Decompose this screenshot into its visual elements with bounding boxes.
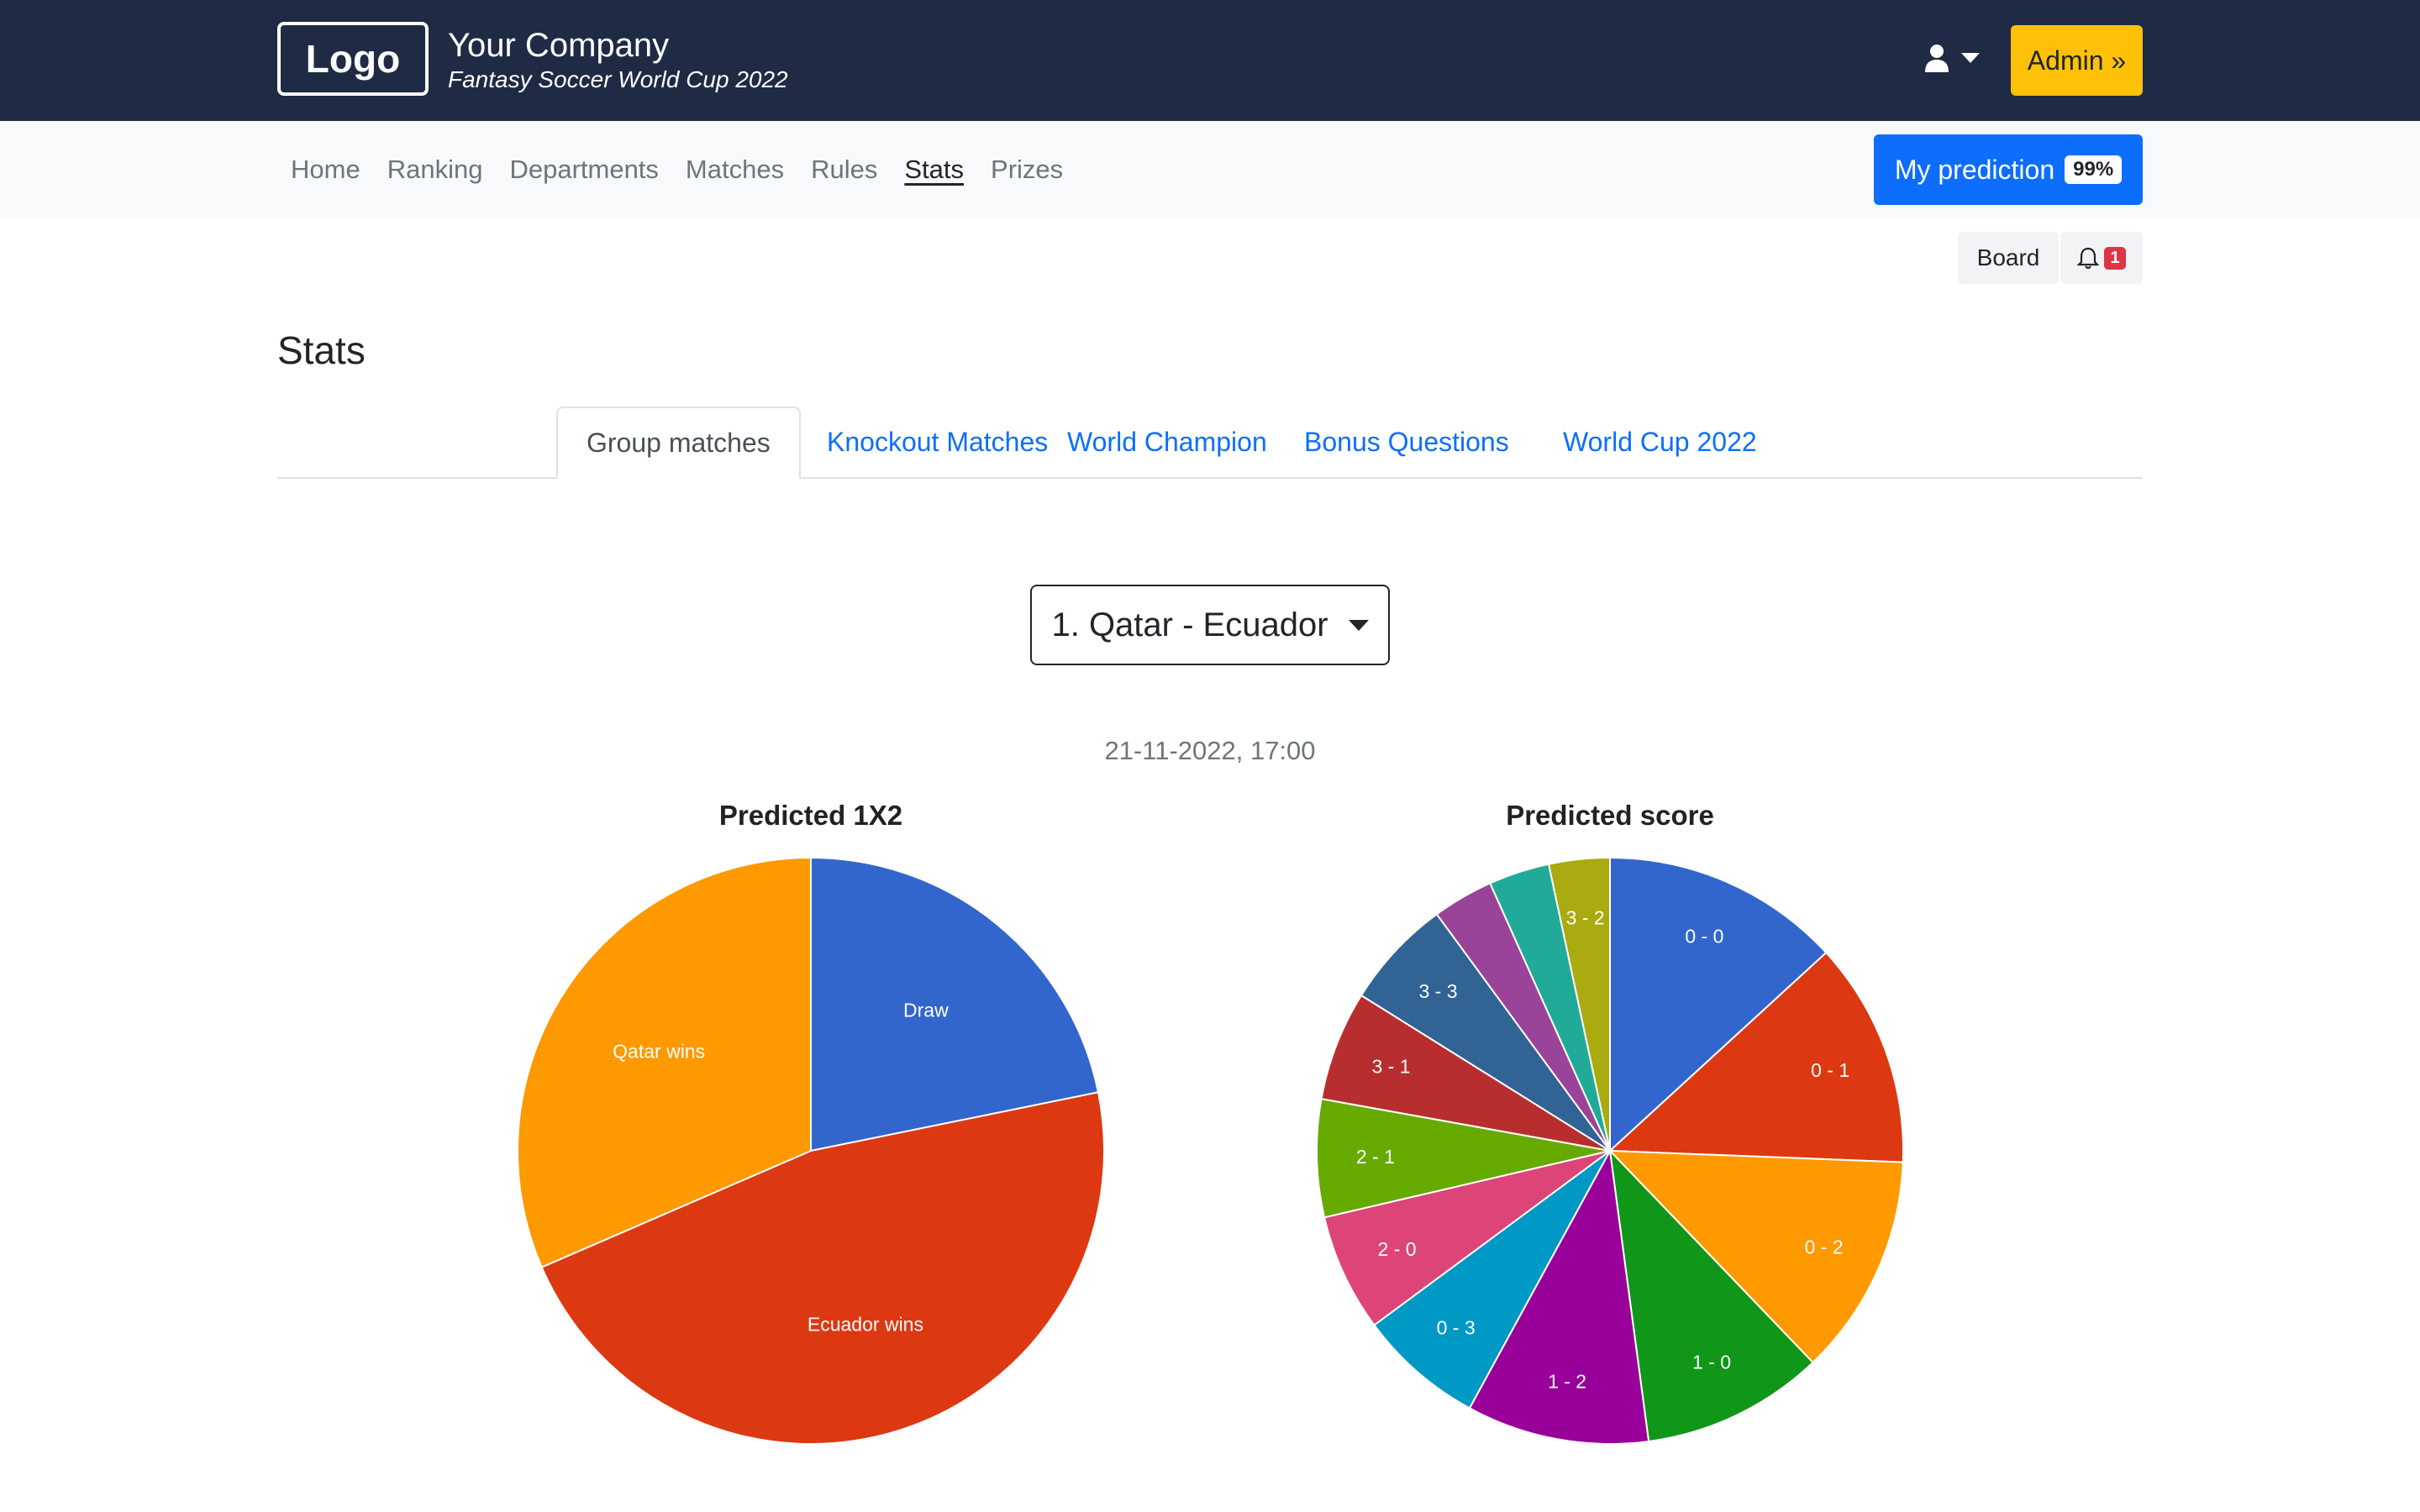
bell-icon	[2077, 247, 2100, 270]
pie-chart-score: 0 - 0 0 - 1 0 - 2 1 - 0 1 - 2 0 - 3 2 - 0 2 - 1…	[1316, 856, 1904, 1445]
pie-slice[interactable]	[1360, 912, 1611, 1152]
pie-chart-1x2: Draw Ecuador wins Qatar wins	[517, 856, 1105, 1445]
pie-slice-label: 1 - 0	[1692, 1352, 1731, 1373]
pie-slice-label: 3 - 3	[1418, 980, 1457, 1002]
company-subtitle: Fantasy Soccer World Cup 2022	[448, 66, 788, 92]
chart-title-1x2: Predicted 1X2	[718, 800, 903, 831]
company-name: Your Company	[448, 27, 670, 64]
pie-slice[interactable]	[1547, 856, 1611, 1152]
pie-slice[interactable]	[1607, 1149, 1904, 1364]
pie-slice-label: Qatar wins	[613, 1040, 705, 1062]
nav-stats[interactable]: Stats	[904, 155, 965, 184]
user-menu-button[interactable]	[1924, 39, 1991, 77]
company-block: Your Company Fantasy Soccer World Cup 20…	[448, 25, 788, 94]
pie-slice-label: 2 - 1	[1356, 1146, 1395, 1168]
logo[interactable]: Logo	[277, 22, 429, 96]
pie-slice[interactable]	[1316, 1097, 1611, 1219]
nav-rules[interactable]: Rules	[811, 155, 878, 184]
match-select-value: 1. Qatar - Ecuador	[1051, 606, 1328, 643]
match-select[interactable]: 1. Qatar - Ecuador	[1030, 585, 1390, 665]
my-prediction-label: My prediction	[1894, 154, 2055, 185]
pie-slice-label: 3 - 1	[1372, 1055, 1411, 1077]
pie-slice[interactable]	[1609, 856, 1828, 1153]
user-icon	[1925, 45, 1949, 72]
pie-slice-label: 2 - 0	[1378, 1238, 1417, 1260]
pie-slice[interactable]	[540, 1091, 1105, 1445]
notifications-button[interactable]: 1	[2060, 232, 2143, 284]
my-prediction-button[interactable]: My prediction 99%	[1874, 134, 2143, 205]
pie-slice[interactable]	[1323, 1150, 1611, 1326]
pie-slice-label: 0 - 3	[1437, 1317, 1476, 1339]
pie-slice-label: Ecuador wins	[808, 1313, 923, 1335]
pie-slice[interactable]	[810, 856, 1100, 1152]
tab-world-champion[interactable]: World Champion	[1067, 426, 1267, 457]
pie-slice-label: 0 - 1	[1811, 1059, 1849, 1081]
page-title: Stats	[277, 328, 366, 372]
chart-title-score: Predicted score	[1506, 800, 1714, 831]
tab-world-cup-2022[interactable]: World Cup 2022	[1563, 426, 1757, 457]
pie-slice[interactable]	[1468, 1147, 1650, 1445]
tab-knockout-matches[interactable]: Knockout Matches	[827, 426, 1049, 457]
prediction-progress-badge: 99%	[2065, 155, 2123, 184]
tab-group-matches[interactable]: Group matches	[556, 407, 801, 479]
nav-departments[interactable]: Departments	[509, 155, 659, 184]
match-date: 21-11-2022, 17:00	[1104, 736, 1316, 765]
pie-slice[interactable]	[517, 856, 812, 1268]
nav-matches[interactable]: Matches	[685, 155, 785, 184]
nav-prizes[interactable]: Prizes	[991, 155, 1064, 184]
pie-slice[interactable]	[1373, 1150, 1611, 1410]
pie-slice-label: 0 - 0	[1685, 925, 1723, 947]
pie-slice-label: 0 - 2	[1805, 1236, 1844, 1258]
pie-slice[interactable]	[1320, 994, 1611, 1152]
nav-home[interactable]: Home	[291, 155, 360, 184]
tab-bonus-questions[interactable]: Bonus Questions	[1304, 426, 1509, 457]
notification-count-badge: 1	[2104, 246, 2126, 270]
stats-tabs: Group matches Knockout Matches World Cha…	[277, 407, 2143, 479]
pie-slice-label: 3 - 2	[1566, 906, 1605, 928]
chevron-down-icon	[1348, 619, 1369, 631]
pie-slice[interactable]	[1607, 951, 1904, 1163]
board-button[interactable]: Board	[1958, 232, 2059, 284]
admin-button[interactable]: Admin »	[2011, 25, 2143, 96]
chevron-down-icon	[1961, 53, 1980, 63]
pie-slice-label: 1 - 2	[1548, 1371, 1586, 1393]
pie-slice-label: Draw	[903, 999, 949, 1021]
nav-ranking[interactable]: Ranking	[387, 155, 483, 184]
pie-slice[interactable]	[1608, 1148, 1814, 1443]
